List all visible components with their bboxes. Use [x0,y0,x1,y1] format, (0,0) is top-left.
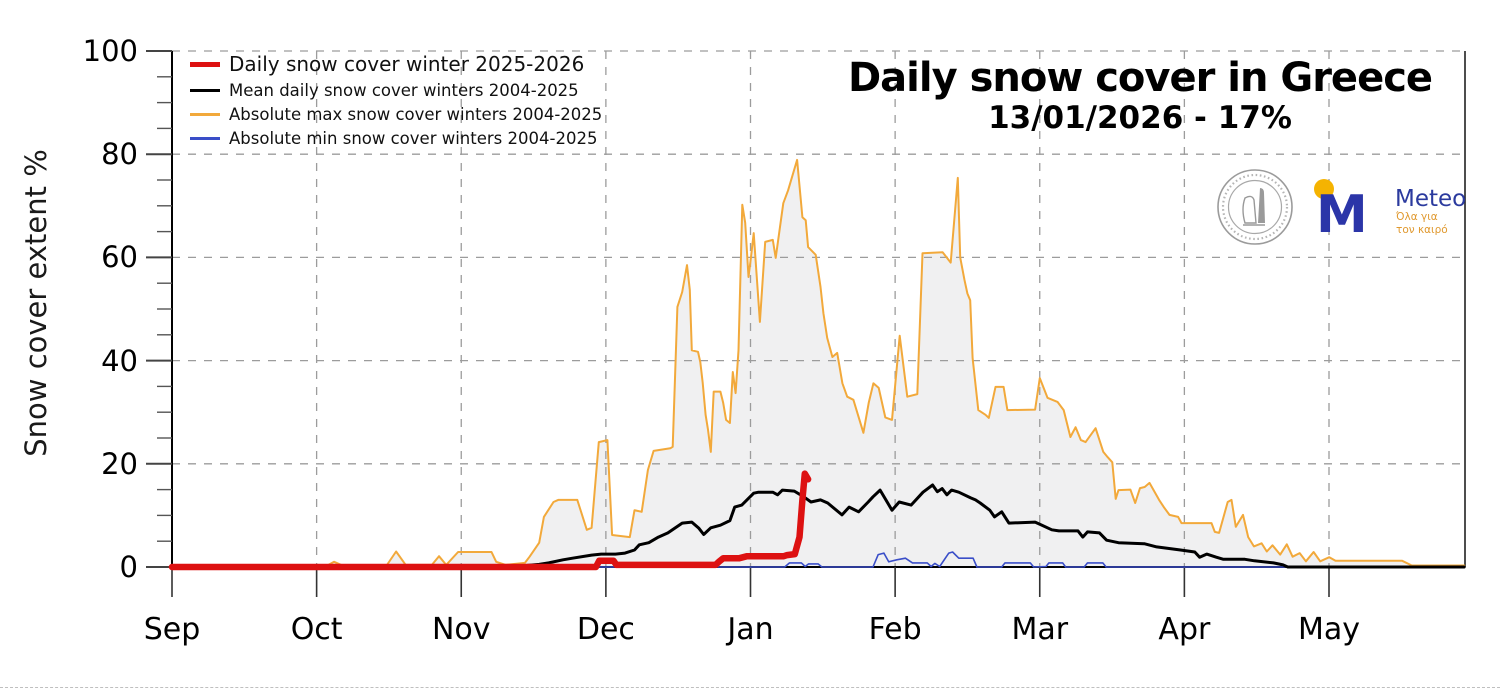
series-min-line [171,551,1465,568]
legend-label-0: Daily snow cover winter 2025-2026 [229,52,585,76]
legend-item-2: Absolute max snow cover winters 2004-202… [190,105,602,124]
meteo-tagline-line2: τον καιρό [1396,224,1448,236]
observatory-seal-logo [1217,169,1293,245]
y-tick-label-0: 0 [119,550,138,584]
x-month-label-May: May [1297,612,1361,647]
y-tick-label-100: 100 [82,34,138,68]
legend-label-2: Absolute max snow cover winters 2004-202… [229,105,603,124]
x-month-label-Sep: Sep [143,612,201,647]
meteo-wordmark: Meteo [1395,186,1466,212]
bottom-edge-hairline [0,687,1500,688]
legend-item-0: Daily snow cover winter 2025-2026 [190,52,602,76]
legend-swatch-2 [190,113,220,116]
y-axis-title: Snow cover extent % [19,149,53,457]
series-current-line [168,470,812,571]
legend-label-3: Absolute min snow cover winters 2004-202… [229,129,598,148]
legend-swatch-0 [190,61,220,67]
meteo-yellow-dot [1314,179,1334,199]
chart-title: Daily snow cover in Greece [847,55,1433,101]
x-month-label-Oct: Oct [290,612,343,647]
legend: Daily snow cover winter 2025-2026 Mean da… [190,52,602,153]
x-month-label-Jan: Jan [727,612,774,647]
series-mean-line [170,483,1466,569]
chart-subtitle-date-value: 13/01/2026 - 17% [988,100,1292,136]
title-block: Daily snow cover in Greece 13/01/2026 - … [815,56,1465,136]
max-area-fill [172,159,1465,567]
y-tick-label-20: 20 [101,446,138,481]
y-tick-label-40: 40 [101,343,138,378]
seal-figure-seated [1242,195,1257,224]
y-tick-label-80: 80 [101,137,138,172]
legend-item-3: Absolute min snow cover winters 2004-202… [190,129,602,148]
legend-swatch-3 [190,137,220,140]
meteo-tagline-line1: Όλα για [1395,211,1438,223]
seal-ring-text [1221,173,1289,241]
legend-item-1: Mean daily snow cover winters 2004-2025 [190,81,602,100]
meteo-m-letter: M [1316,185,1368,245]
logo-area: M Meteo Όλα για τον καιρό [1200,165,1470,260]
x-month-label-Nov: Nov [431,612,491,647]
meteo-logo: M Meteo Όλα για τον καιρό [1314,179,1466,245]
seal-figure-standing [1258,188,1265,223]
x-month-label-Feb: Feb [868,612,922,647]
x-month-label-Mar: Mar [1011,612,1069,647]
x-month-label-Dec: Dec [576,612,635,647]
legend-label-1: Mean daily snow cover winters 2004-2025 [229,81,579,100]
series-max-line [171,158,1466,568]
y-tick-label-60: 60 [101,240,138,275]
legend-swatch-1 [190,89,220,92]
x-month-label-Apr: Apr [1158,612,1211,647]
logos-canvas: M Meteo Όλα για τον καιρό [1217,169,1466,245]
